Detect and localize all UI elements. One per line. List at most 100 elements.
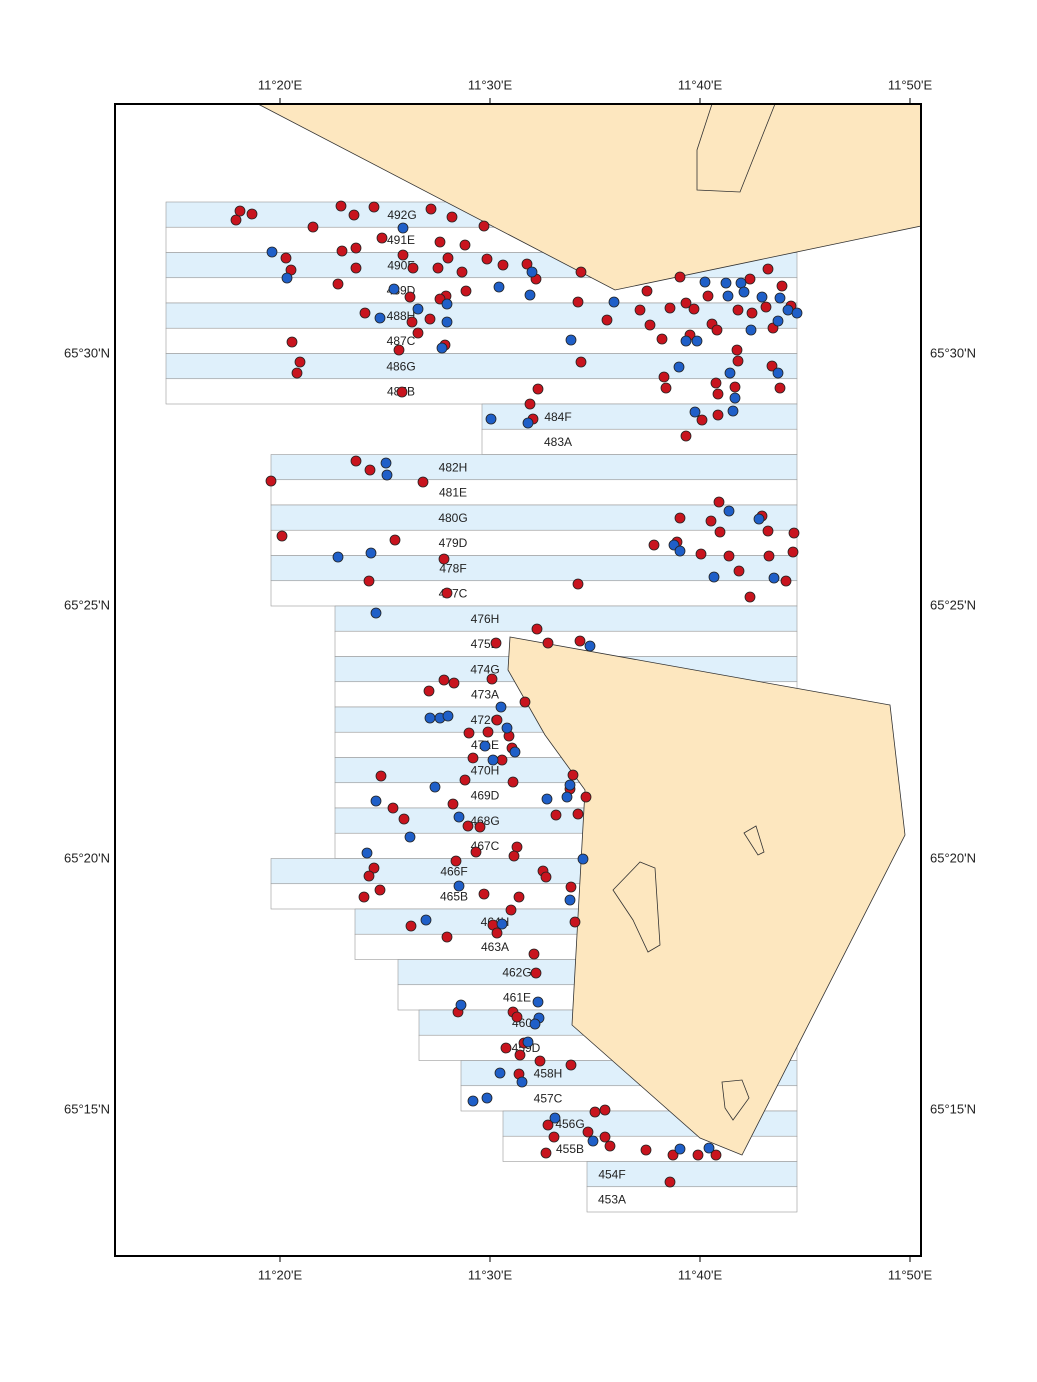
block-label: 458H [534,1066,563,1080]
sample-point-blue [495,701,507,713]
sample-point-blue [756,291,768,303]
sample-point-red [406,316,418,328]
sample-point-blue [494,1067,506,1079]
sample-point-red [505,904,517,916]
sample-point-blue [370,795,382,807]
sample-point-red [780,575,792,587]
sample-point-red [508,850,520,862]
sample-point-red [688,303,700,315]
sample-point-blue [532,996,544,1008]
sample-point-red [348,209,360,221]
sample-point-red [474,821,486,833]
sample-point-red [470,846,482,858]
sample-point-red [405,920,417,932]
sample-point-blue [381,469,393,481]
sample-point-red [674,271,686,283]
sample-point-red [376,232,388,244]
longitude-label: 11°50'E [888,1267,933,1282]
longitude-label: 11°20'E [258,77,303,92]
sample-point-blue [453,880,465,892]
sample-point-red [540,1147,552,1159]
sample-point-red [307,221,319,233]
sample-point-red [513,891,525,903]
block-label: 463A [481,940,509,954]
sample-point-red [486,673,498,685]
block-label: 476H [471,612,500,626]
sample-point-red [294,356,306,368]
sample-point-red [387,802,399,814]
block-row [586,1186,798,1213]
sample-point-red [368,862,380,874]
sample-point-red [482,726,494,738]
sample-points [230,200,803,1188]
sample-point-red [542,637,554,649]
latitude-label: 65°15'N [930,1101,976,1116]
block-label: 491E [387,233,415,247]
sample-point-blue [729,392,741,404]
sample-point-blue [493,281,505,293]
sample-point-red [763,550,775,562]
sample-point-red [572,578,584,590]
block-row [481,428,798,455]
sample-point-blue [281,272,293,284]
block-label: 481E [439,486,467,500]
latitude-label: 65°20'N [64,850,110,865]
block-row [586,1161,798,1188]
sample-point-red [230,214,242,226]
sample-point-red [712,388,724,400]
sample-point-blue [524,289,536,301]
sample-point-blue [674,1143,686,1155]
block-label: 474G [470,662,499,676]
sample-point-red [601,314,613,326]
sample-point-red [434,236,446,248]
block-label: 465B [440,890,468,904]
sample-point-red [696,414,708,426]
sample-point-blue [584,640,596,652]
sample-point-red [667,1149,679,1161]
sample-point-red [234,205,246,217]
sample-point-red [335,200,347,212]
sample-point-blue [587,1135,599,1147]
sample-point-blue [673,361,685,373]
sample-point-red [548,1131,560,1143]
sample-point-red [580,791,592,803]
sample-point-blue [722,290,734,302]
sample-point-red [368,201,380,213]
sample-point-blue [467,1095,479,1107]
sample-point-red [407,262,419,274]
sample-point-blue [608,296,620,308]
sample-point-red [542,1119,554,1131]
sample-point-red [731,344,743,356]
lake-outline [743,825,765,856]
sample-point-blue [549,1112,561,1124]
sample-point-red [478,888,490,900]
sample-point-red [467,752,479,764]
sample-point-red [766,360,778,372]
sample-point-red [776,280,788,292]
sample-point-blue [441,298,453,310]
sample-point-red [363,870,375,882]
sample-point-red [575,356,587,368]
sample-point-red [744,591,756,603]
sample-point-red [441,587,453,599]
sample-point-blue [429,781,441,793]
sample-point-red [744,273,756,285]
sample-point-blue [485,413,497,425]
sample-point-red [565,881,577,893]
sample-point-red [511,841,523,853]
sample-point-red [705,515,717,527]
sample-point-red [450,855,462,867]
sample-point-red [447,798,459,810]
sample-point-red [531,623,543,635]
sample-point-red [534,1055,546,1067]
latitude-label: 65°30'N [64,345,110,360]
sample-point-blue [791,307,803,319]
sample-point-red [481,253,493,265]
block-label: 478F [439,561,466,575]
block-row [165,277,798,304]
sample-point-red [276,530,288,542]
sample-point-blue [496,918,508,930]
sample-point-red [565,1059,577,1071]
sample-point-red [692,1149,704,1161]
